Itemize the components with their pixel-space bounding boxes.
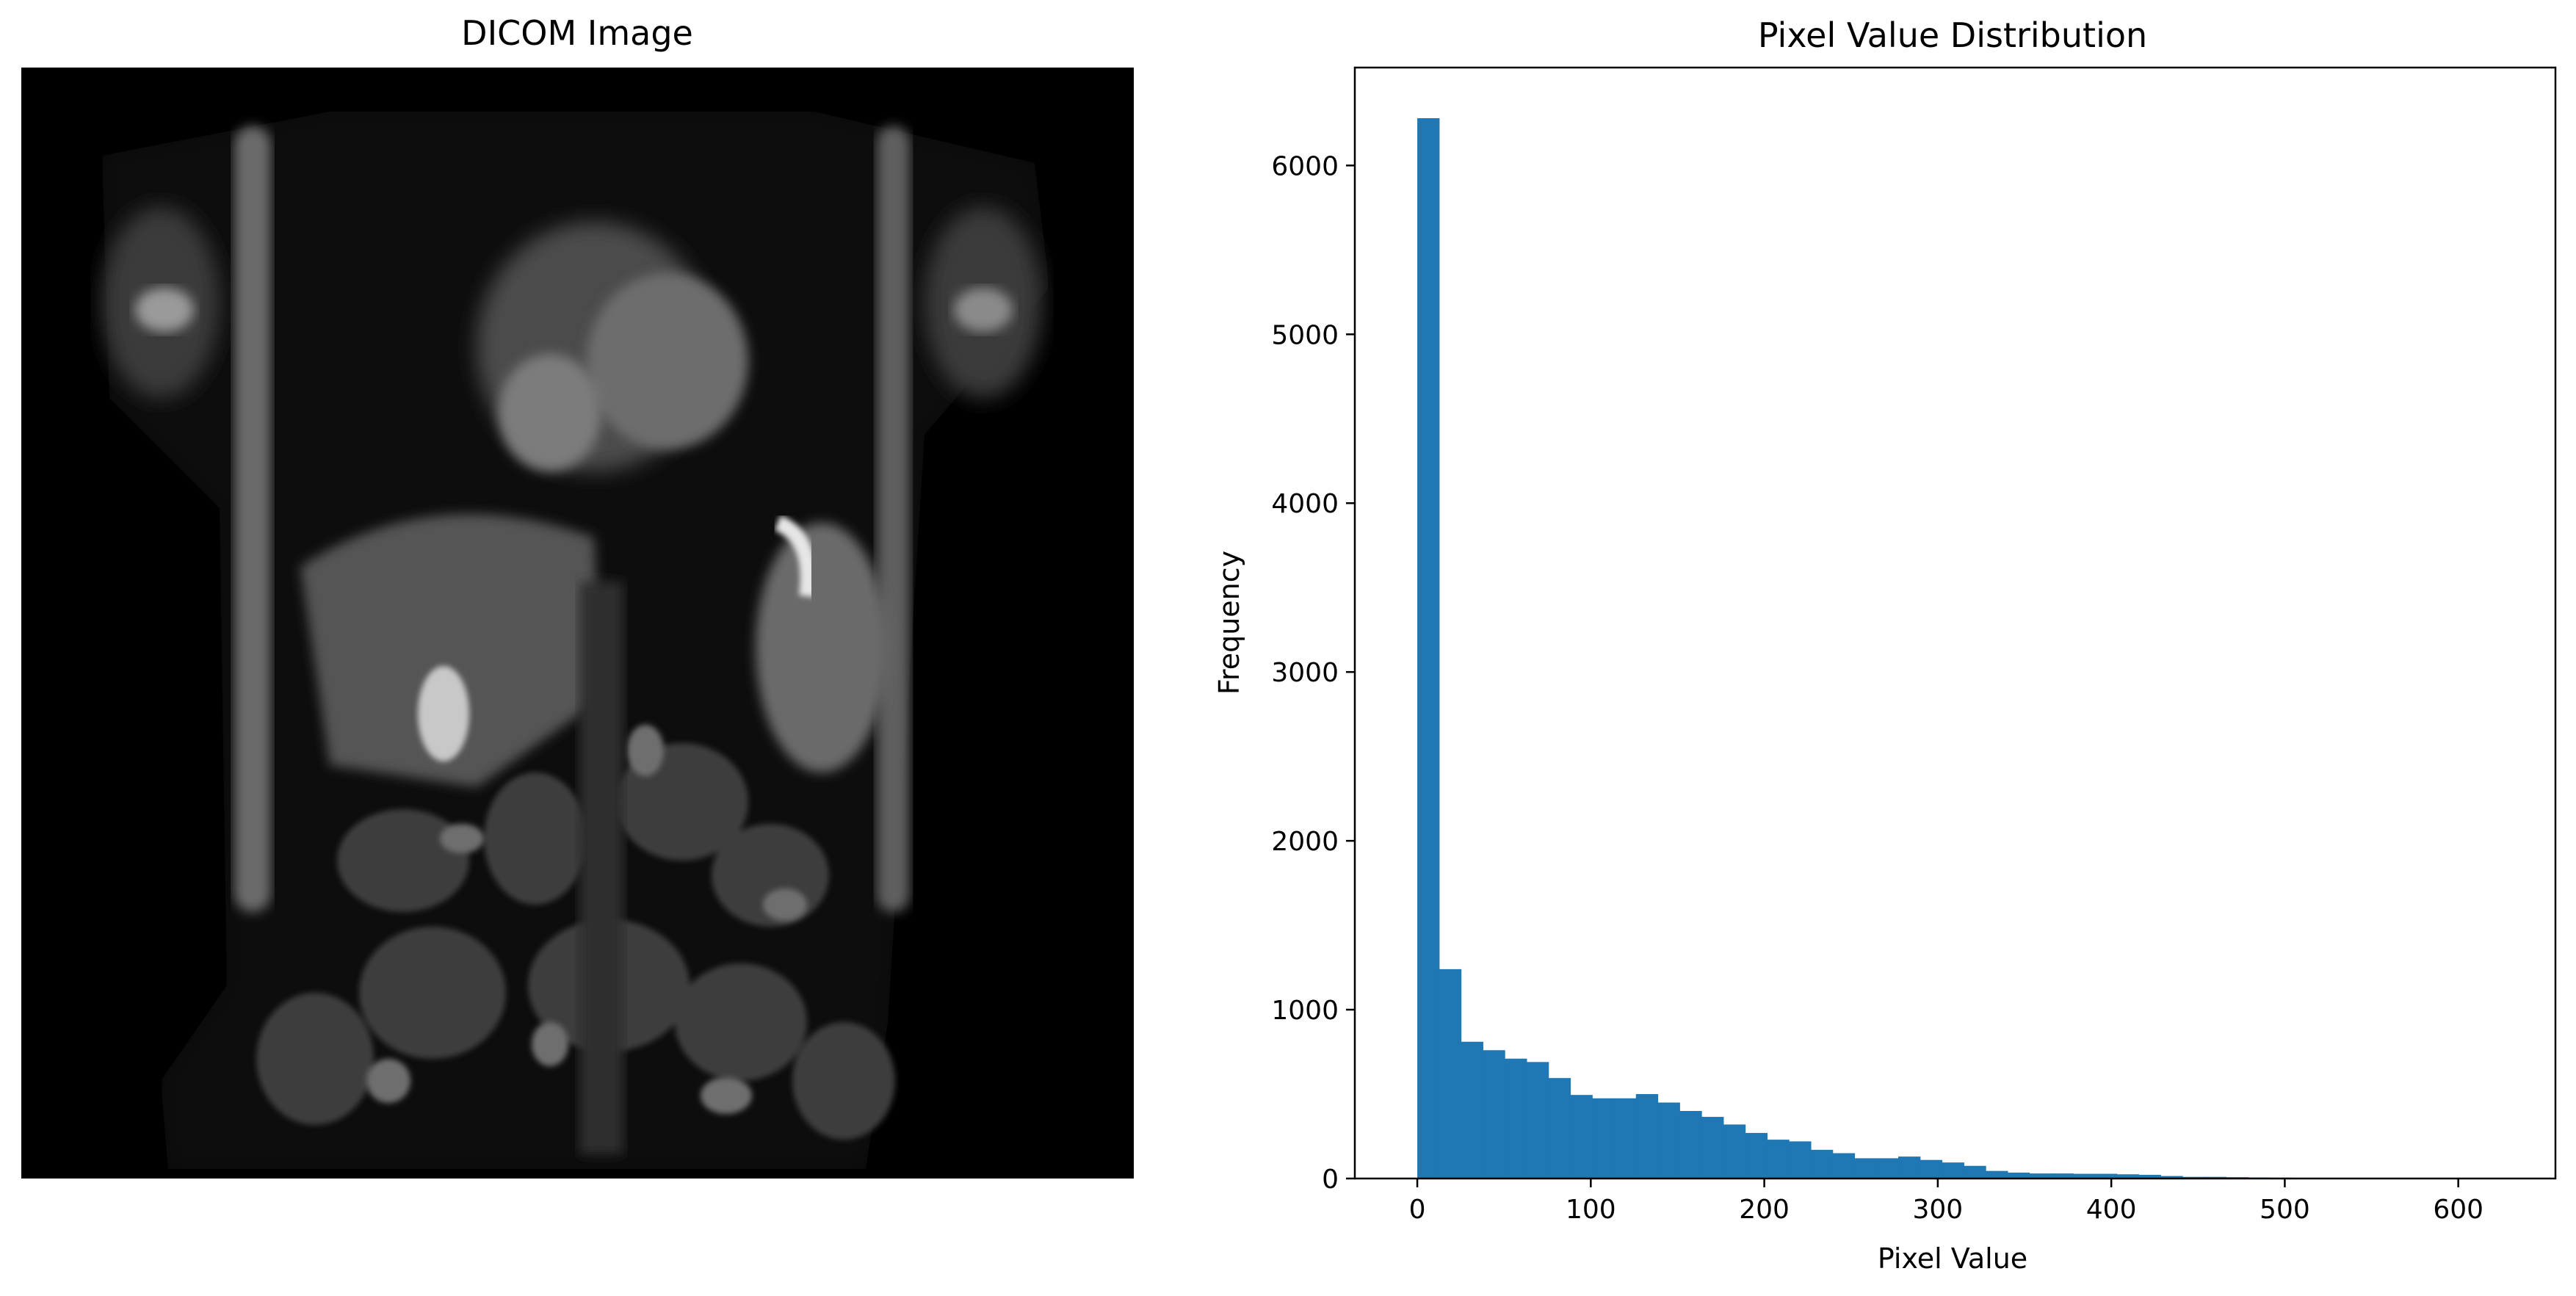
y-tick-label: 0 (1322, 1165, 1339, 1195)
chart-title: Pixel Value Distribution (1758, 15, 2147, 55)
x-tick-label: 200 (1739, 1195, 1790, 1225)
histogram-bar (1679, 1111, 1702, 1179)
histogram-bar (1767, 1140, 1790, 1179)
histogram-bars (1417, 117, 2511, 1179)
x-tick-label: 600 (2433, 1195, 2483, 1225)
histogram-bar (1745, 1132, 1768, 1179)
histogram-bar (1548, 1078, 1571, 1179)
x-tick-label: 100 (1566, 1195, 1616, 1225)
y-tick-label: 5000 (1271, 320, 1339, 350)
histogram-bar (2007, 1172, 2030, 1179)
histogram-bar (2051, 1173, 2074, 1179)
histogram-bar (1417, 117, 1440, 1179)
histogram-bar (1723, 1124, 1746, 1179)
histogram-bar (1526, 1062, 1549, 1179)
y-axis-label: Frequency (1213, 551, 1245, 695)
y-tick-label: 1000 (1271, 996, 1339, 1026)
x-tick-label: 300 (1913, 1195, 1964, 1225)
histogram-bar (1964, 1165, 1986, 1179)
y-tick-label: 3000 (1271, 658, 1339, 688)
histogram-bar (2029, 1173, 2052, 1179)
x-axis-ticks: 0 100 200 300 400 500 600 (1409, 1179, 2483, 1225)
histogram-bar (1876, 1158, 1899, 1179)
histogram-bar (1570, 1095, 1593, 1179)
plot-frame (1353, 66, 2557, 1180)
histogram-bar (1505, 1058, 1527, 1179)
histogram-bar (2116, 1174, 2140, 1179)
histogram-bar (1942, 1162, 1964, 1179)
histogram-bar (1986, 1170, 2008, 1179)
mri-scan-illustration (21, 68, 1134, 1179)
histogram-bar (1832, 1153, 1856, 1179)
histogram-bar (2160, 1176, 2183, 1179)
histogram-bar (2073, 1173, 2096, 1179)
y-tick-label: 6000 (1271, 151, 1339, 181)
histogram-bar (1439, 969, 1462, 1179)
histogram-bar (1461, 1041, 1483, 1179)
histogram-bar (1657, 1102, 1680, 1179)
dicom-image (21, 68, 1134, 1179)
histogram-bar (1898, 1156, 1921, 1179)
histogram-bar (1613, 1098, 1637, 1179)
y-tick-label: 4000 (1271, 489, 1339, 519)
histogram-bar (1483, 1050, 1505, 1179)
x-tick-label: 400 (2086, 1195, 2137, 1225)
histogram-bar (2094, 1173, 2118, 1179)
image-title: DICOM Image (461, 13, 693, 53)
histogram-bar (1854, 1158, 1877, 1179)
histogram-bar (1592, 1098, 1615, 1179)
x-axis-label: Pixel Value (1878, 1242, 2027, 1275)
histogram-bar (1701, 1117, 1724, 1179)
histogram-bar (1810, 1149, 1834, 1179)
histogram-bar (1920, 1159, 1943, 1179)
histogram-bar (1789, 1141, 1812, 1179)
x-tick-label: 0 (1409, 1195, 1426, 1225)
x-tick-label: 500 (2260, 1195, 2310, 1225)
y-axis-ticks: 0 1000 2000 3000 4000 5000 6000 (1271, 151, 1355, 1195)
histogram-bar (1635, 1094, 1659, 1179)
y-tick-label: 2000 (1271, 827, 1339, 857)
histogram-bar (2138, 1174, 2161, 1179)
